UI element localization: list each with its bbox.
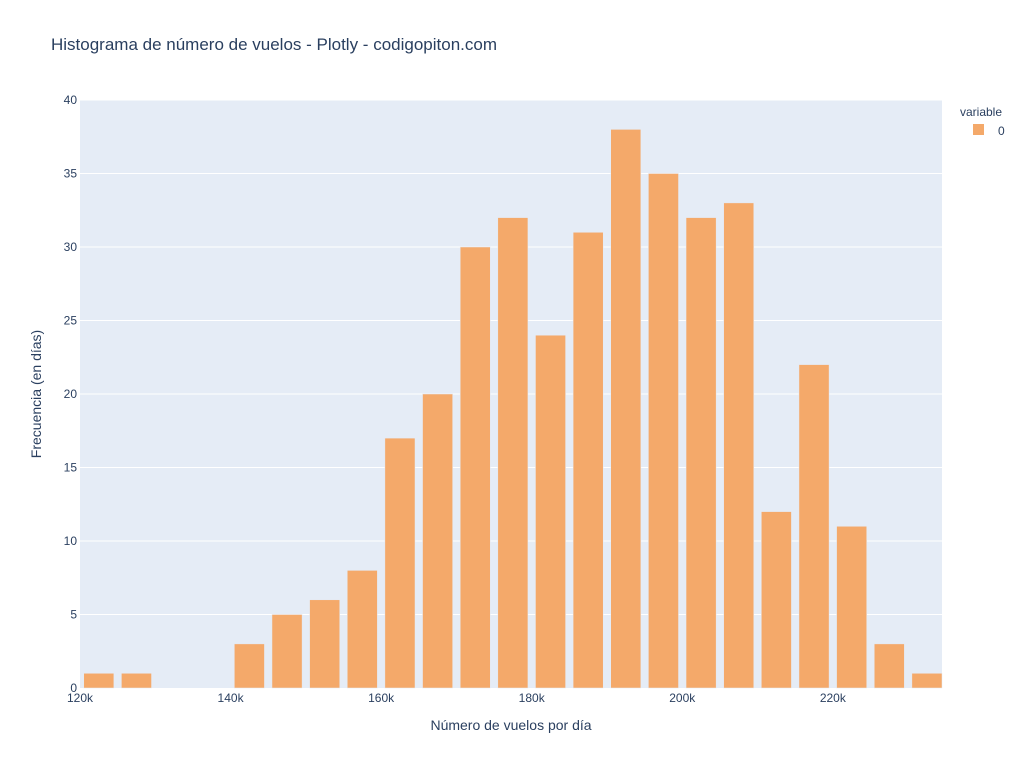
x-tick-label: 200k xyxy=(669,691,696,705)
x-tick-label: 180k xyxy=(519,691,546,705)
histogram-bar[interactable] xyxy=(798,364,830,689)
y-tick-label: 10 xyxy=(64,534,78,548)
y-tick-label: 30 xyxy=(64,240,78,254)
histogram-bar[interactable] xyxy=(83,673,115,689)
y-tick-labels: 0 5 10 15 20 25 30 35 40 xyxy=(64,93,78,695)
x-tick-label: 220k xyxy=(820,691,847,705)
y-axis-title: Frecuencia (en días) xyxy=(28,330,44,458)
histogram-bar[interactable] xyxy=(384,437,416,689)
histogram-bar[interactable] xyxy=(911,673,943,689)
legend-label: 0 xyxy=(998,124,1005,138)
y-tick-label: 35 xyxy=(64,167,78,181)
y-tick-label: 20 xyxy=(64,387,78,401)
x-tick-label: 120k xyxy=(67,691,94,705)
x-tick-label: 140k xyxy=(218,691,245,705)
bars-group[interactable] xyxy=(83,129,943,689)
legend-title: variable xyxy=(960,105,1002,119)
histogram-bar[interactable] xyxy=(234,643,265,689)
histogram-bar[interactable] xyxy=(723,202,755,689)
histogram-bar[interactable] xyxy=(836,526,867,689)
histogram-bar[interactable] xyxy=(535,334,566,689)
histogram-bar[interactable] xyxy=(422,393,453,689)
histogram-bar[interactable] xyxy=(761,511,792,689)
legend-swatch xyxy=(973,124,984,135)
histogram-bar[interactable] xyxy=(873,643,905,689)
histogram-bar[interactable] xyxy=(648,173,679,689)
histogram-bar[interactable] xyxy=(271,614,303,689)
histogram-bar[interactable] xyxy=(309,599,340,689)
histogram-bar[interactable] xyxy=(610,129,642,689)
y-tick-label: 25 xyxy=(64,314,78,328)
x-tick-labels: 120k 140k 160k 180k 200k 220k xyxy=(67,691,847,705)
histogram-bar[interactable] xyxy=(121,673,152,689)
y-tick-label: 40 xyxy=(64,93,78,107)
legend-item-0[interactable]: 0 xyxy=(973,124,1005,138)
histogram-bar[interactable] xyxy=(347,570,378,689)
legend[interactable]: variable 0 xyxy=(960,105,1005,138)
histogram-bar[interactable] xyxy=(497,217,529,689)
y-tick-label: 15 xyxy=(64,461,78,475)
histogram-bar[interactable] xyxy=(572,232,604,689)
histogram-bar[interactable] xyxy=(685,217,717,689)
y-tick-label: 0 xyxy=(70,681,77,695)
chart-title: Histograma de número de vuelos - Plotly … xyxy=(51,35,497,54)
histogram-bar[interactable] xyxy=(459,246,491,689)
y-tick-label: 5 xyxy=(70,608,77,622)
x-tick-label: 160k xyxy=(368,691,395,705)
x-axis-title: Número de vuelos por día xyxy=(430,717,591,733)
